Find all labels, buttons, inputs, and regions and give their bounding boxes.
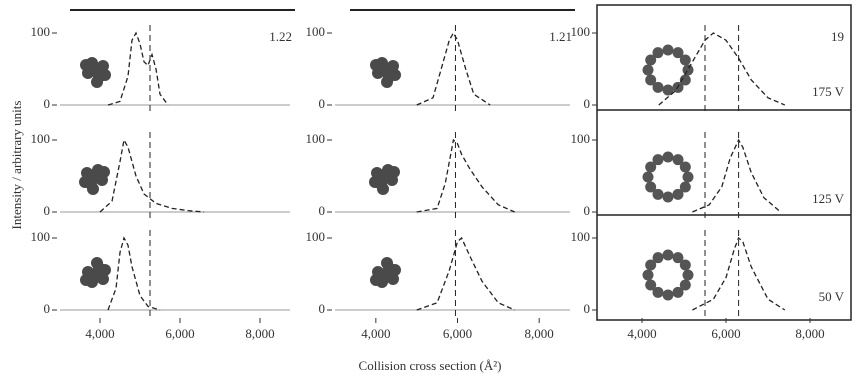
panel-label: 125 V [812, 191, 845, 206]
curve [692, 140, 780, 212]
panel-label: 1.21 [549, 29, 572, 44]
y-tick-label: 0 [319, 96, 326, 111]
molecule-bead [643, 270, 654, 281]
y-tick-label: 0 [319, 301, 326, 316]
molecule-bead [643, 65, 654, 76]
y-tick-label: 100 [306, 229, 326, 244]
x-tick-label: 6,000 [165, 326, 194, 341]
curve [100, 140, 204, 212]
y-tick-label: 100 [306, 24, 326, 39]
y-tick-label: 100 [31, 131, 51, 146]
y-tick-label: 100 [31, 24, 51, 39]
molecule-bead [645, 182, 656, 193]
curve [417, 140, 515, 212]
curve [108, 238, 160, 310]
y-tick-label: 100 [571, 229, 591, 244]
x-tick-label: 6,000 [443, 326, 472, 341]
molecule-bead [683, 65, 694, 76]
molecule-bead [643, 172, 654, 183]
y-tick-label: 0 [584, 301, 591, 316]
y-tick-label: 0 [44, 203, 51, 218]
molecule-bead [381, 76, 393, 88]
y-tick-label: 100 [306, 131, 326, 146]
x-tick-label: 6,000 [711, 326, 740, 341]
y-tick-label: 0 [44, 301, 51, 316]
molecule-bead [673, 189, 684, 200]
molecule-bead [680, 162, 691, 173]
molecule-bead [663, 45, 674, 56]
panel-label: 19 [831, 29, 844, 44]
molecule-bead [683, 270, 694, 281]
molecule-bead [370, 274, 382, 286]
molecule-bead [98, 166, 110, 178]
molecule-bead [388, 166, 400, 178]
molecule-bead [381, 257, 393, 269]
molecule-bead [80, 274, 92, 286]
y-tick-label: 0 [319, 203, 326, 218]
x-tick-label: 8,000 [795, 326, 824, 341]
molecule-bead [653, 47, 664, 58]
molecule-bead [370, 59, 382, 71]
x-tick-label: 4,000 [85, 326, 114, 341]
y-tick-label: 100 [571, 24, 591, 39]
x-tick-label: 8,000 [245, 326, 274, 341]
molecule-bead [653, 154, 664, 165]
panel-label: 175 V [812, 84, 845, 99]
y-axis-label: Intensity / arbitrary units [9, 101, 24, 230]
molecule-bead [683, 172, 694, 183]
y-tick-label: 100 [31, 229, 51, 244]
y-tick-label: 0 [584, 96, 591, 111]
molecule-bead [377, 183, 389, 195]
figure: Intensity / arbitrary units Collision cr… [0, 0, 857, 383]
molecule-bead [80, 59, 92, 71]
panel-label: 1.22 [269, 29, 292, 44]
molecule-bead [663, 192, 674, 203]
curve [417, 238, 515, 310]
molecule-bead [87, 183, 99, 195]
y-tick-label: 0 [584, 203, 591, 218]
molecule-bead [680, 55, 691, 66]
molecule-bead [680, 260, 691, 271]
molecule-bead [663, 250, 674, 261]
molecule-bead [663, 152, 674, 163]
molecule-bead [673, 287, 684, 298]
molecule-bead [645, 75, 656, 86]
curve [108, 33, 168, 105]
x-tick-label: 4,000 [361, 326, 390, 341]
curve [417, 33, 491, 105]
y-tick-label: 100 [571, 131, 591, 146]
x-axis-label: Collision cross section (Å²) [359, 358, 502, 373]
molecule-bead [645, 280, 656, 291]
curve [659, 33, 785, 105]
x-tick-label: 4,000 [627, 326, 656, 341]
x-tick-label: 8,000 [525, 326, 554, 341]
molecule-bead [663, 290, 674, 301]
y-tick-label: 0 [44, 96, 51, 111]
molecule-bead [91, 257, 103, 269]
panel-label: 50 V [819, 289, 845, 304]
panel-frame [597, 5, 851, 320]
molecule-bead [653, 252, 664, 263]
molecule-bead [91, 76, 103, 88]
